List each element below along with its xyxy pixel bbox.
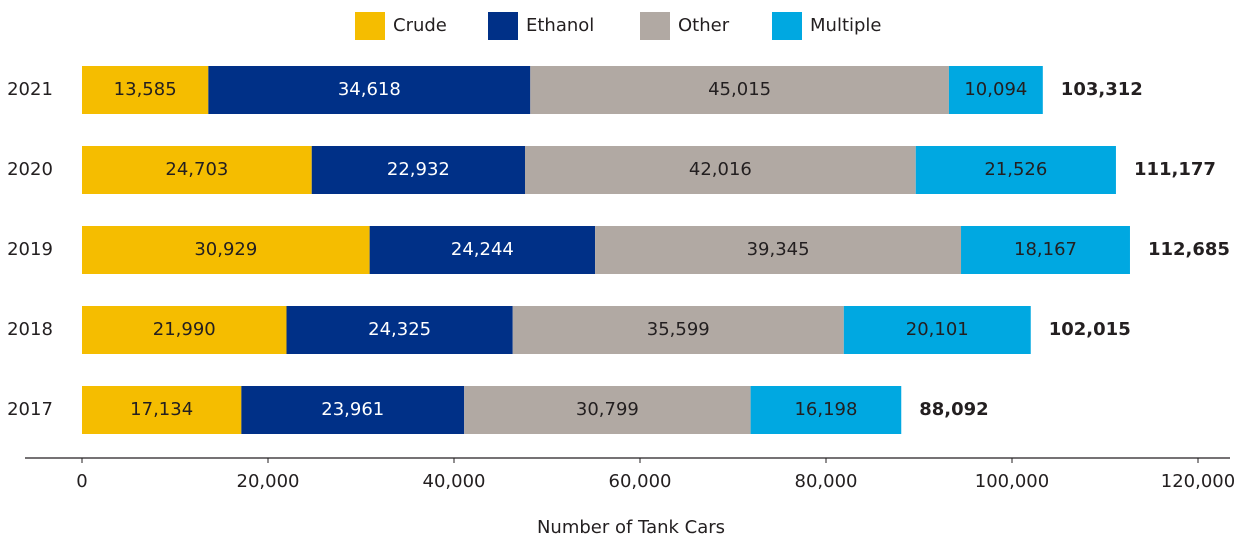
legend-swatch bbox=[355, 12, 385, 40]
bar-segment bbox=[82, 146, 312, 194]
bar-segment bbox=[843, 306, 1031, 354]
x-tick-label: 120,000 bbox=[1161, 471, 1235, 492]
value-label: 42,016 bbox=[689, 159, 752, 180]
x-axis-label: Number of Tank Cars bbox=[537, 517, 725, 538]
x-tick-label: 40,000 bbox=[423, 471, 486, 492]
legend-swatch bbox=[488, 12, 518, 40]
value-label: 24,703 bbox=[165, 159, 228, 180]
bar-segment bbox=[750, 386, 902, 434]
value-label: 18,167 bbox=[1014, 239, 1077, 260]
bar-segment bbox=[311, 146, 526, 194]
bar-segment bbox=[595, 226, 962, 274]
value-label: 35,599 bbox=[647, 319, 710, 340]
legend-label: Ethanol bbox=[526, 15, 594, 36]
legend-label: Crude bbox=[393, 15, 447, 36]
y-tick-label: 2017 bbox=[7, 399, 53, 420]
bar-segment bbox=[82, 386, 242, 434]
value-label: 24,244 bbox=[451, 239, 514, 260]
x-tick-label: 20,000 bbox=[237, 471, 300, 492]
x-tick-label: 80,000 bbox=[795, 471, 858, 492]
total-label: 102,015 bbox=[1049, 319, 1131, 340]
total-label: 111,177 bbox=[1134, 159, 1216, 180]
bar-segment bbox=[512, 306, 844, 354]
value-label: 30,929 bbox=[194, 239, 257, 260]
value-label: 17,134 bbox=[130, 399, 193, 420]
bar-segment bbox=[286, 306, 513, 354]
y-tick-label: 2020 bbox=[7, 159, 53, 180]
total-label: 112,685 bbox=[1148, 239, 1230, 260]
bar-segment bbox=[915, 146, 1116, 194]
bar-segment bbox=[530, 66, 949, 114]
x-tick-label: 0 bbox=[76, 471, 87, 492]
bar-segment bbox=[961, 226, 1130, 274]
legend-label: Other bbox=[678, 15, 730, 36]
value-label: 23,961 bbox=[321, 399, 384, 420]
total-label: 103,312 bbox=[1061, 79, 1143, 100]
bar-segment bbox=[525, 146, 916, 194]
value-label: 30,799 bbox=[576, 399, 639, 420]
bar-segment bbox=[82, 226, 370, 274]
bar-segment bbox=[208, 66, 531, 114]
bar-segment bbox=[82, 66, 209, 114]
bar-segment bbox=[82, 306, 287, 354]
legend-label: Multiple bbox=[810, 15, 882, 36]
value-label: 20,101 bbox=[906, 319, 969, 340]
x-tick-label: 100,000 bbox=[975, 471, 1049, 492]
y-tick-label: 2018 bbox=[7, 319, 53, 340]
bar-segment bbox=[369, 226, 596, 274]
value-label: 16,198 bbox=[794, 399, 857, 420]
value-label: 10,094 bbox=[964, 79, 1027, 100]
bar-segment bbox=[241, 386, 465, 434]
total-label: 88,092 bbox=[919, 399, 988, 420]
x-tick-label: 60,000 bbox=[609, 471, 672, 492]
y-tick-label: 2021 bbox=[7, 79, 53, 100]
value-label: 21,990 bbox=[153, 319, 216, 340]
value-label: 45,015 bbox=[708, 79, 771, 100]
value-label: 24,325 bbox=[368, 319, 431, 340]
bar-segment bbox=[948, 66, 1043, 114]
y-tick-label: 2019 bbox=[7, 239, 53, 260]
legend-swatch bbox=[772, 12, 802, 40]
value-label: 34,618 bbox=[338, 79, 401, 100]
value-label: 22,932 bbox=[387, 159, 450, 180]
bar-segment bbox=[464, 386, 751, 434]
legend-swatch bbox=[640, 12, 670, 40]
value-label: 39,345 bbox=[747, 239, 810, 260]
value-label: 21,526 bbox=[984, 159, 1047, 180]
value-label: 13,585 bbox=[114, 79, 177, 100]
